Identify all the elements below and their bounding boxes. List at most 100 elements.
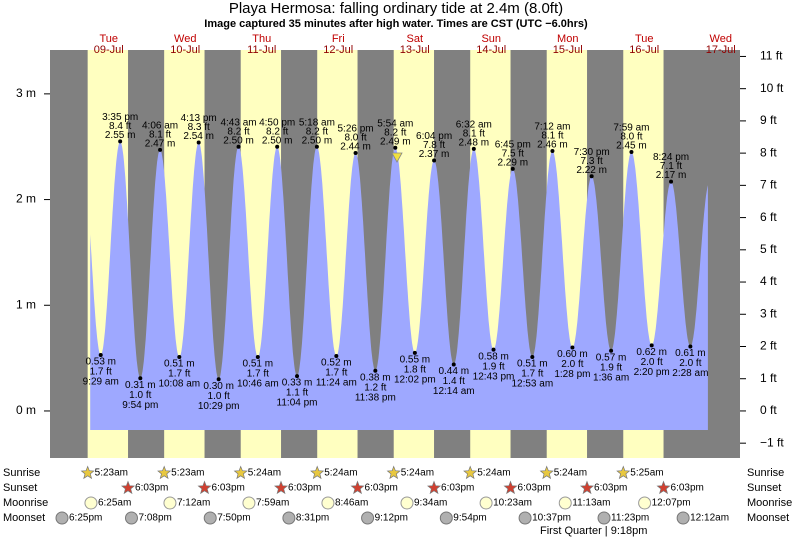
day-weekday: Sun [481, 33, 501, 45]
day-weekday: Thu [252, 33, 271, 45]
y2-tick-label: 1 ft [760, 371, 777, 385]
moonset-icon [439, 511, 453, 525]
tide-height-m: 0.38 m [360, 372, 391, 383]
tide-time: 4:43 am [220, 117, 256, 128]
sunrise-icon [80, 465, 95, 480]
y-tick-label: 1 m [16, 297, 36, 311]
tide-time: 11:04 pm [277, 398, 318, 409]
sunset-icon [121, 480, 136, 495]
tide-height-ft: 8.1 ft [463, 128, 485, 139]
tide-time: 10:46 am [237, 379, 279, 390]
tide-height-ft: 7.1 ft [660, 161, 682, 172]
tide-time: 6:04 pm [416, 131, 452, 142]
y2-tick-label: −1 ft [760, 435, 784, 449]
y2-tick-label: 10 ft [760, 81, 784, 95]
tide-height-ft: 1.9 ft [482, 361, 504, 372]
tide-point [275, 144, 280, 149]
sunrise-time: 5:23am [95, 468, 128, 479]
tide-height-m: 0.55 m [400, 354, 431, 365]
y2-tick-label: 0 ft [760, 403, 777, 417]
tide-time: 7:30 pm [574, 147, 610, 158]
tide-height-ft: 8.0 ft [620, 132, 642, 143]
tide-point [669, 179, 674, 184]
row-label: Moonrise [3, 497, 48, 509]
tide-height-m: 2.50 m [262, 135, 293, 146]
y2-tick-label: 9 ft [760, 113, 777, 127]
tide-time: 2:20 pm [634, 367, 670, 378]
moonrise-icon [163, 496, 177, 510]
tide-point [98, 352, 103, 357]
tide-point [530, 355, 535, 360]
moonrise-icon [400, 496, 414, 510]
foreground: 0.53 m1.7 ft9:29 am3:35 pm8.4 ft2.55 m0.… [3, 33, 792, 525]
moonrise-time: 11:13am [572, 498, 610, 509]
tide-height-m: 2.17 m [656, 170, 687, 181]
tide-height-ft: 1.4 ft [443, 376, 465, 387]
tide-height-m: 0.60 m [557, 349, 588, 360]
tide-time: 1:28 pm [554, 369, 590, 380]
sunset-time: 6:03pm [365, 483, 398, 494]
moonset-icon [361, 511, 375, 525]
tide-height-ft: 7.3 ft [581, 156, 603, 167]
tide-point [570, 345, 575, 350]
sunrise-time: 5:24am [248, 468, 281, 479]
moonset-time: 7:08pm [138, 513, 171, 524]
tide-point [649, 343, 654, 348]
tide-time: 5:54 am [377, 118, 413, 129]
moon-phase: First Quarter | 9:18pm [540, 525, 647, 537]
sunrise-icon [463, 465, 478, 480]
tide-point [471, 146, 476, 151]
now-marker [391, 152, 403, 163]
day-weekday: Tue [635, 33, 654, 45]
tide-height-ft: 1.7 ft [90, 367, 112, 378]
tide-time: 5:18 am [299, 117, 335, 128]
row-label: Moonset [3, 512, 45, 524]
tide-height-m: 0.30 m [203, 381, 234, 392]
tide-height-ft: 1.7 ft [325, 368, 347, 379]
sunrise-icon [310, 465, 325, 480]
sunrise-icon [233, 465, 248, 480]
sunset-icon [197, 480, 212, 495]
sunset-icon [350, 480, 365, 495]
tide-height-ft: 2.0 ft [561, 359, 583, 370]
tide-point [118, 139, 123, 144]
sunset-time: 6:03pm [288, 483, 321, 494]
tide-height-m: 0.57 m [596, 352, 627, 363]
moonrise-icon [558, 496, 572, 510]
moonset-icon [597, 511, 611, 525]
moonrise-time: 12:07pm [652, 498, 691, 509]
moonrise-icon [242, 496, 256, 510]
tide-time: 6:32 am [456, 119, 492, 130]
tide-height-m: 0.51 m [164, 359, 195, 370]
tide-height-m: 2.48 m [459, 137, 490, 148]
tide-height-m: 0.31 m [125, 380, 156, 391]
moonrise-time: 10:23am [493, 498, 532, 509]
sunset-icon [427, 480, 442, 495]
y-tick-label: 2 m [16, 192, 36, 206]
day-weekday: Fri [332, 33, 345, 45]
tide-area [90, 141, 708, 430]
day-weekday: Wed [710, 33, 732, 45]
tide-time: 1:36 am [593, 372, 629, 383]
tide-height-m: 0.51 m [517, 359, 548, 370]
moonset-time: 6:25pm [69, 513, 102, 524]
tide-time: 7:12 am [534, 122, 570, 133]
day-date: 17-Jul [706, 44, 736, 56]
moonrise-time: 8:46am [335, 498, 368, 509]
tide-height-ft: 8.1 ft [541, 131, 563, 142]
moonset-icon [124, 511, 138, 525]
tide-point [451, 362, 456, 367]
day-weekday: Tue [99, 33, 118, 45]
sunset-icon [656, 480, 671, 495]
tide-height-ft: 1.8 ft [404, 364, 426, 375]
tide-point [432, 158, 437, 163]
tide-point [393, 145, 398, 150]
tide-time: 12:43 pm [473, 371, 515, 382]
sunrise-time: 5:24am [554, 468, 587, 479]
y2-tick-label: 2 ft [760, 339, 777, 353]
sunrise-time: 5:24am [477, 468, 510, 479]
tide-height-ft: 8.2 ft [227, 126, 249, 137]
sunset-time: 6:03pm [594, 483, 627, 494]
tide-height-m: 2.45 m [616, 141, 647, 152]
tide-height-m: 0.58 m [478, 351, 509, 362]
